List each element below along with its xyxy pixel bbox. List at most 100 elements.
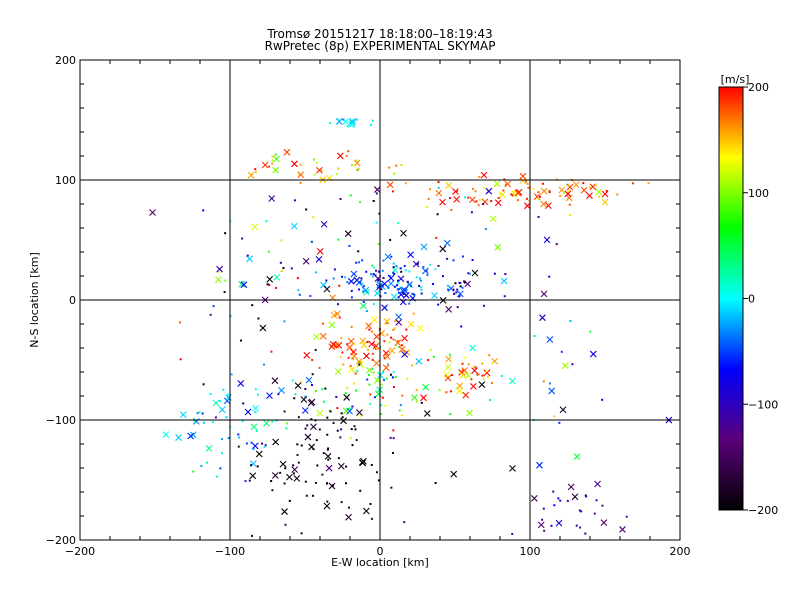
data-point-dot <box>445 391 448 394</box>
data-point-dot <box>371 352 374 355</box>
data-point-dot <box>486 375 489 378</box>
data-point-dot <box>470 211 473 214</box>
data-point-dot <box>437 181 440 184</box>
y-tick-label: −100 <box>46 414 76 427</box>
data-point-x <box>368 340 376 348</box>
data-point-dot <box>349 407 352 410</box>
data-point-dot <box>377 270 380 273</box>
data-point-dot <box>344 482 347 485</box>
data-point-dot <box>567 190 570 193</box>
data-point-dot <box>391 376 394 379</box>
data-point-dot <box>427 359 430 362</box>
data-point-x <box>373 359 380 367</box>
data-point-dot <box>349 194 352 197</box>
data-point-x <box>445 305 453 313</box>
data-point-dot <box>352 357 355 360</box>
data-point-dot <box>396 284 399 287</box>
data-point-x <box>571 493 579 501</box>
data-point-dot <box>329 122 332 125</box>
data-point-dot <box>312 494 315 497</box>
data-point-dot <box>338 316 341 319</box>
data-point-x <box>249 472 257 480</box>
colorbar <box>718 86 744 511</box>
data-point-x <box>420 394 427 402</box>
data-point-dot <box>397 296 400 299</box>
data-point-x <box>342 407 350 415</box>
data-point-dot <box>311 358 314 361</box>
data-point-x <box>315 255 323 263</box>
data-point-dot <box>511 532 514 535</box>
data-point-dot <box>211 420 214 423</box>
data-point-x <box>359 459 367 467</box>
data-point-x <box>313 333 320 341</box>
data-point-x <box>439 245 447 253</box>
data-point-x <box>283 148 291 156</box>
data-point-dot <box>578 509 581 512</box>
data-point-x <box>365 322 373 330</box>
data-point-dot <box>477 373 480 376</box>
data-point-dot <box>371 119 374 122</box>
data-point-dot <box>241 420 244 423</box>
data-point-dot <box>488 354 491 357</box>
data-point-x <box>504 180 512 188</box>
data-point-dot <box>309 295 312 298</box>
data-point-x <box>462 391 470 399</box>
data-point-dot <box>382 259 385 262</box>
data-point-dot <box>598 195 601 198</box>
data-point-x <box>540 200 547 208</box>
data-point-dot <box>225 416 228 419</box>
data-point-x <box>536 461 543 469</box>
data-point-dot <box>270 480 273 483</box>
data-point-dot <box>385 377 388 380</box>
data-point-dot <box>254 411 257 414</box>
data-point-dot <box>350 164 353 167</box>
data-point-x <box>416 324 424 332</box>
data-point-dot <box>340 501 343 504</box>
data-point-dot <box>397 291 400 294</box>
data-point-dot <box>335 343 338 346</box>
data-point-dot <box>452 288 455 291</box>
data-point-dot <box>368 328 371 331</box>
data-point-dot <box>601 398 604 401</box>
data-point-dot <box>393 285 396 288</box>
data-point-dot <box>375 347 378 350</box>
data-point-dot <box>283 320 286 323</box>
y-axis-label: N-S location [km] <box>28 252 41 348</box>
data-point-dot <box>375 471 378 474</box>
data-point-dot <box>331 484 334 487</box>
data-point-dot <box>345 155 348 158</box>
data-point-dot <box>251 304 254 307</box>
data-point-dot <box>377 243 380 246</box>
data-point-dot <box>192 470 195 473</box>
data-point-x <box>395 318 403 326</box>
data-point-x <box>464 372 472 380</box>
data-point-dot <box>292 472 295 475</box>
data-point-dot <box>625 515 628 518</box>
data-point-dot <box>373 303 376 306</box>
data-point-dot <box>326 416 329 419</box>
data-point-dot <box>393 272 396 275</box>
data-point-x <box>302 257 310 265</box>
data-point-dot <box>510 193 513 196</box>
data-point-dot <box>400 164 403 167</box>
data-point-dot <box>537 215 540 218</box>
data-point-dot <box>474 366 477 369</box>
data-point-dot <box>543 529 546 532</box>
data-point-x <box>319 332 327 340</box>
data-point-dot <box>344 276 347 279</box>
data-point-dot <box>399 267 402 270</box>
data-point-dot <box>478 175 481 178</box>
data-point-dot <box>338 284 341 287</box>
data-point-x <box>401 334 408 342</box>
data-point-dot <box>337 118 340 121</box>
data-point-dot <box>447 288 450 291</box>
data-point-x <box>572 181 580 188</box>
y-tick-label: −200 <box>46 534 76 547</box>
data-point-x <box>350 348 357 356</box>
data-point-dot <box>390 336 393 339</box>
data-point-dot <box>214 416 217 419</box>
data-point-dot <box>263 446 266 449</box>
data-point-dot <box>396 288 399 291</box>
data-point-dot <box>527 186 530 189</box>
data-point-dot <box>582 182 585 185</box>
